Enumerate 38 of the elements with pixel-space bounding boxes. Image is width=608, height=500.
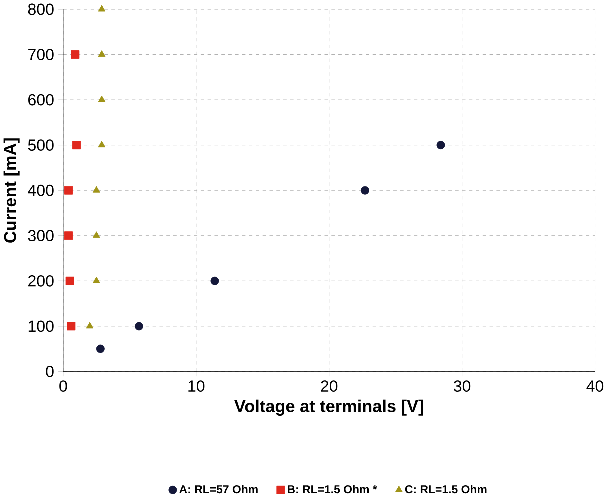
- y-tick-label: 200: [28, 276, 54, 287]
- point: [72, 141, 81, 150]
- y-tick-label: 400: [28, 185, 54, 196]
- point: [436, 141, 446, 150]
- legend-label: C: RL=1.5 Ohm: [405, 485, 487, 494]
- point: [64, 232, 73, 240]
- point: [98, 5, 106, 12]
- x-tick-label: 20: [321, 380, 338, 392]
- y-tick-label: 500: [28, 140, 54, 152]
- legend-label: A: RL=57 Ohm: [180, 485, 258, 494]
- point: [361, 186, 370, 195]
- point: [134, 322, 144, 331]
- point: [92, 186, 100, 193]
- y-axis-title: Current [mA]: [4, 138, 20, 244]
- y-tick-label: 0: [46, 366, 54, 378]
- point: [98, 96, 106, 102]
- x-tick-label: 0: [60, 380, 68, 392]
- point: [86, 322, 94, 329]
- x-tick-label: 10: [188, 380, 205, 392]
- point: [98, 141, 106, 148]
- y-tick-label: 700: [28, 49, 54, 61]
- y-tick-label: 800: [28, 4, 54, 16]
- point: [96, 344, 105, 354]
- point: [210, 277, 220, 286]
- y-tick-label: 100: [28, 320, 54, 332]
- x-tick-label: 40: [586, 380, 604, 392]
- point: [98, 50, 106, 58]
- point: [92, 277, 100, 284]
- x-axis-title: Voltage at terminals [V]: [234, 400, 424, 416]
- point: [66, 277, 74, 286]
- point: [71, 50, 80, 60]
- point: [92, 232, 100, 238]
- y-tick-label: 300: [28, 230, 54, 242]
- x-tick-label: 30: [454, 380, 471, 392]
- y-tick-label: 600: [28, 94, 54, 106]
- point: [64, 186, 73, 195]
- point: [67, 322, 76, 331]
- legend-label: B: RL=1.5 Ohm *: [288, 485, 378, 494]
